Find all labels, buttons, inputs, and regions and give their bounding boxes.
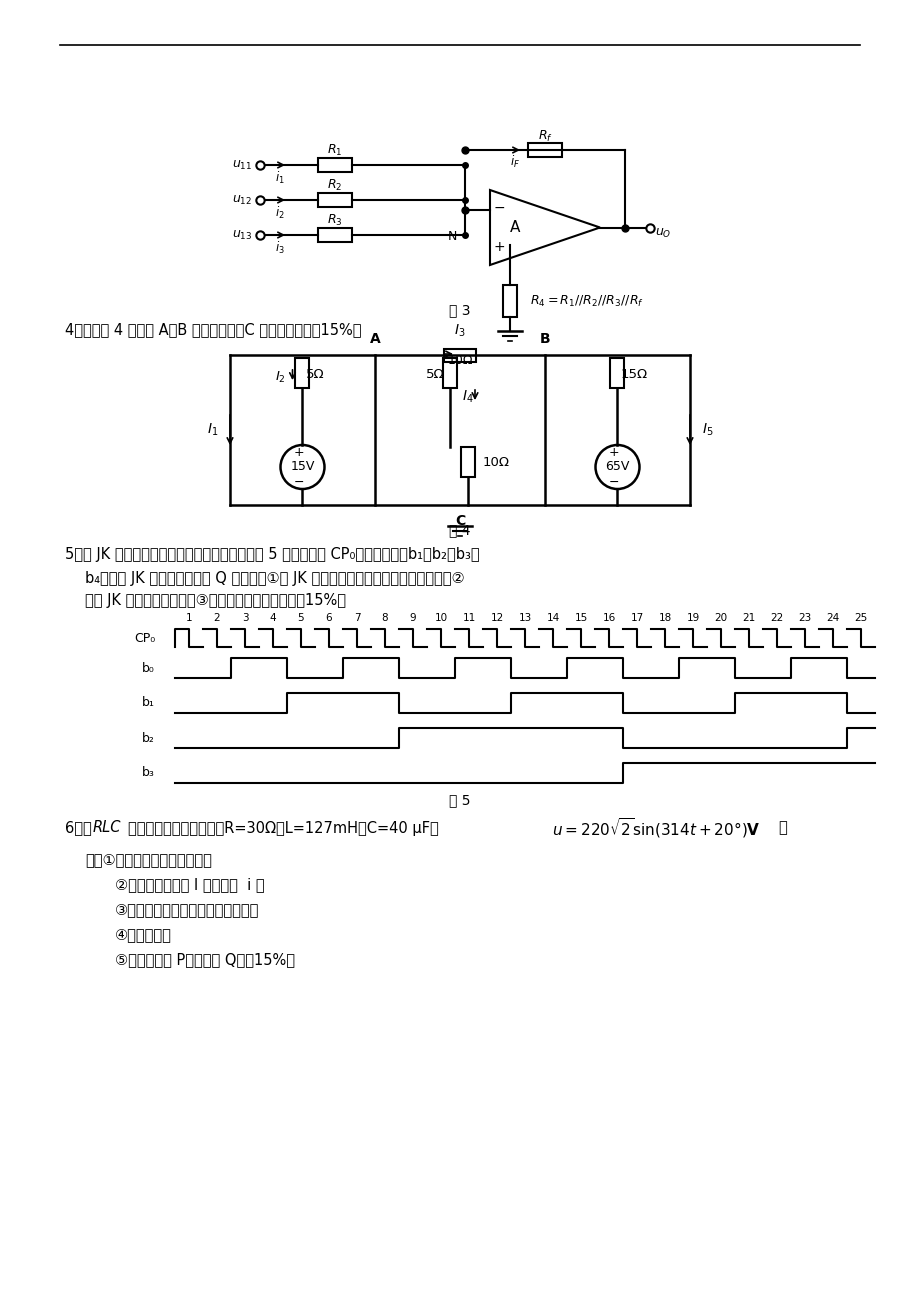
Text: 5Ω: 5Ω (305, 367, 323, 380)
Text: 10: 10 (434, 612, 447, 623)
Text: 串联交流电路中，已知：R=30Ω，L=127mH，C=40 μF，: 串联交流电路中，已知：R=30Ω，L=127mH，C=40 μF， (128, 821, 438, 835)
Text: b₀: b₀ (142, 662, 154, 675)
Text: $R_f$: $R_f$ (537, 129, 551, 143)
Bar (318, 158, 352, 172)
Text: −: − (607, 476, 618, 489)
Text: $i_F$: $i_F$ (509, 154, 519, 171)
Text: $u_{13}$: $u_{13}$ (232, 228, 252, 241)
Bar (528, 143, 562, 156)
Text: 9: 9 (409, 612, 416, 623)
Text: 4: 4 (269, 612, 276, 623)
Bar (443, 358, 457, 388)
Text: 写出 JK 触发器的真值表；③说明电路实现的功能。（15%）: 写出 JK 触发器的真值表；③说明电路实现的功能。（15%） (85, 593, 346, 609)
Text: 25: 25 (854, 612, 867, 623)
Text: $I_4$: $I_4$ (461, 388, 473, 405)
Text: N: N (447, 231, 456, 244)
Text: 5Ω: 5Ω (425, 367, 444, 380)
Text: 5: 5 (298, 612, 304, 623)
Text: ②求电流的有效值 I 与瞬时值  i ；: ②求电流的有效值 I 与瞬时值 i ； (115, 877, 265, 893)
Text: +: + (607, 446, 618, 459)
Text: $u_{12}$: $u_{12}$ (232, 193, 252, 207)
Bar (503, 285, 516, 317)
Text: 65V: 65V (605, 460, 629, 473)
Text: 17: 17 (630, 612, 643, 623)
Text: RLC: RLC (93, 821, 121, 835)
Bar (318, 228, 352, 242)
Text: 23: 23 (798, 612, 811, 623)
Text: −: − (293, 476, 303, 489)
Text: 。: 。 (777, 821, 786, 835)
Text: $u = 220\sqrt{2}\sin(314t + 20°)$V: $u = 220\sqrt{2}\sin(314t + 20°)$V (551, 816, 760, 840)
Text: ⑤求有功功率 P、无功率 Q。（15%）: ⑤求有功功率 P、无功率 Q。（15%） (115, 952, 295, 968)
Text: 14: 14 (546, 612, 559, 623)
Text: $u_O$: $u_O$ (654, 227, 671, 240)
Bar (318, 193, 352, 207)
Text: 求：①求感抗、容抗和阻抗模；: 求：①求感抗、容抗和阻抗模； (85, 852, 211, 868)
Text: 15Ω: 15Ω (619, 367, 647, 380)
Text: 图 5: 图 5 (448, 794, 471, 807)
Text: 19: 19 (686, 612, 698, 623)
Text: $I_2$: $I_2$ (275, 370, 286, 384)
Bar (444, 348, 475, 361)
Text: 11: 11 (462, 612, 475, 623)
Text: $I_3$: $I_3$ (454, 323, 465, 339)
Text: 20: 20 (714, 612, 727, 623)
Text: b₄分别为 JK 触发器的输出端 Q 的波形。①用 JK 触发器设计能输出要求波形的电路；②: b₄分别为 JK 触发器的输出端 Q 的波形。①用 JK 触发器设计能输出要求波… (85, 571, 464, 585)
Text: 7: 7 (353, 612, 360, 623)
Text: b₁: b₁ (142, 697, 154, 710)
Text: $u_{11}$: $u_{11}$ (232, 159, 252, 172)
Text: $R_1$: $R_1$ (327, 142, 343, 158)
Text: C: C (454, 513, 465, 528)
Text: 21: 21 (742, 612, 754, 623)
Text: A: A (509, 220, 519, 235)
Bar (610, 358, 624, 388)
Text: 24: 24 (825, 612, 839, 623)
Text: +: + (293, 446, 303, 459)
Text: ③求各部分电压的有效值与瞬时值；: ③求各部分电压的有效值与瞬时值； (115, 903, 259, 917)
Text: b₂: b₂ (142, 731, 154, 744)
Text: −: − (493, 201, 505, 215)
Text: $I_1$: $I_1$ (207, 422, 219, 438)
Text: 12: 12 (490, 612, 503, 623)
Text: 13: 13 (517, 612, 531, 623)
Text: 5．由 JK 触发器构成的数字电路的工作波形如图 5 所示，图中 CP₀为时钟脉冲，b₁、b₂、b₃、: 5．由 JK 触发器构成的数字电路的工作波形如图 5 所示，图中 CP₀为时钟脉… (65, 547, 479, 563)
Text: 6．在: 6．在 (65, 821, 96, 835)
Text: 10Ω: 10Ω (482, 456, 509, 469)
Text: $i_1$: $i_1$ (275, 169, 285, 186)
Text: 8: 8 (381, 612, 388, 623)
Text: B: B (539, 332, 550, 347)
Text: 6: 6 (325, 612, 332, 623)
Text: 4．计算图 4 电路中 A、B 两点的电位。C 点为参考点。（15%）: 4．计算图 4 电路中 A、B 两点的电位。C 点为参考点。（15%） (65, 323, 361, 337)
Text: 18: 18 (658, 612, 671, 623)
Text: 15V: 15V (290, 460, 314, 473)
Text: 2: 2 (213, 612, 220, 623)
Text: 22: 22 (769, 612, 783, 623)
Text: ④作相量图；: ④作相量图； (115, 928, 172, 942)
Text: 10Ω: 10Ω (447, 354, 472, 367)
Text: b₃: b₃ (142, 766, 154, 779)
Text: $i_3$: $i_3$ (275, 240, 285, 257)
Bar (460, 447, 474, 477)
Text: $I_5$: $I_5$ (701, 422, 713, 438)
Text: $i_2$: $i_2$ (275, 205, 285, 222)
Text: 16: 16 (602, 612, 615, 623)
Text: 3: 3 (242, 612, 248, 623)
Bar (295, 358, 309, 388)
Text: CP₀: CP₀ (134, 632, 154, 645)
Text: $R_4=R_1 // R_2 // R_3 // R_f$: $R_4=R_1 // R_2 // R_3 // R_f$ (529, 293, 643, 309)
Text: 15: 15 (573, 612, 587, 623)
Text: 图 4: 图 4 (448, 523, 471, 537)
Text: $R_2$: $R_2$ (327, 177, 342, 193)
Text: +: + (493, 240, 505, 254)
Text: $R_3$: $R_3$ (327, 212, 343, 228)
Text: 图 3: 图 3 (448, 304, 471, 317)
Text: 1: 1 (186, 612, 192, 623)
Text: A: A (369, 332, 380, 347)
